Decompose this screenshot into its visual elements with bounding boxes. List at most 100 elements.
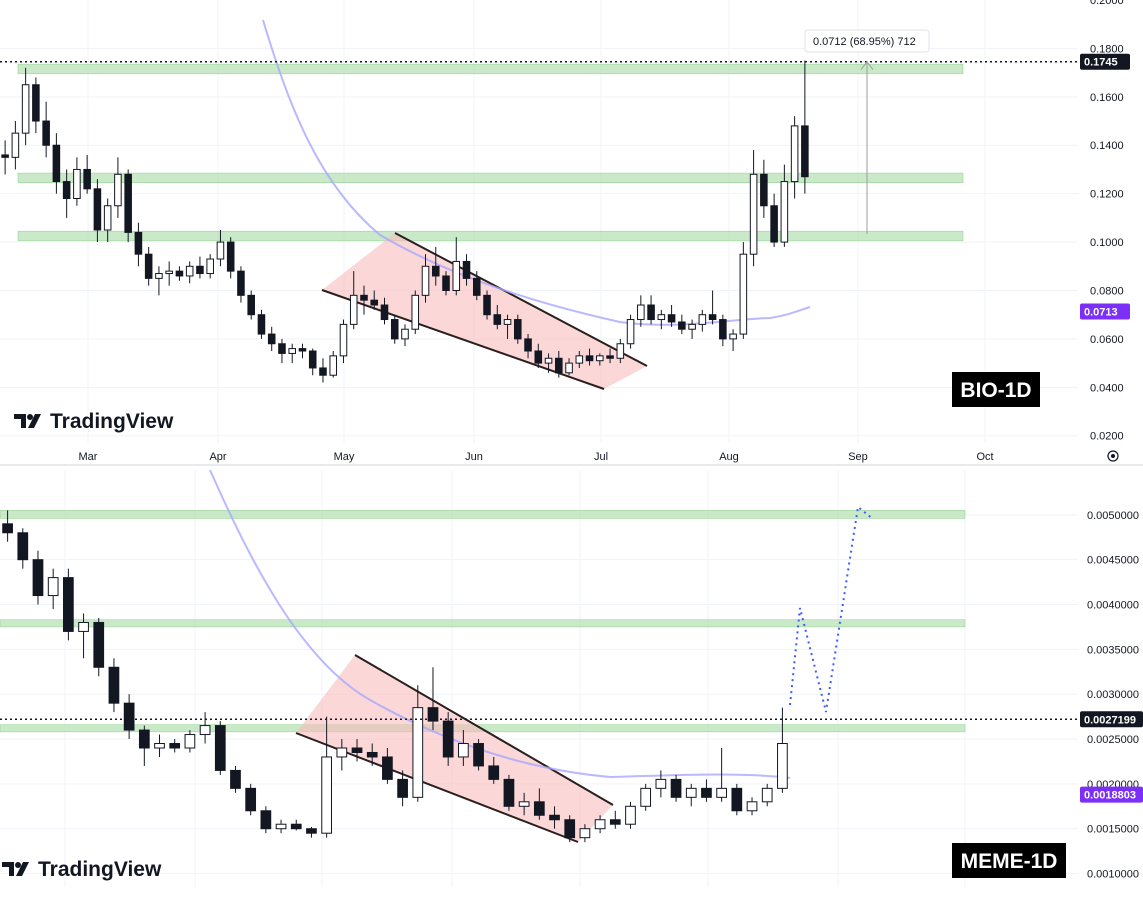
y-tick-label: 0.2000 [1090, 0, 1124, 7]
panel-meme-1d: 0.0050000 0.0045000 0.0040000 0.0035000 0.00… [0, 469, 1143, 897]
y-tick-label: 0.0045000 [1087, 555, 1139, 567]
ma-price-label: 0.0713 [1084, 307, 1118, 319]
symbol-badge [952, 843, 1066, 878]
x-tick-label: Jun [465, 451, 483, 463]
candle-body [260, 810, 272, 830]
candle-body [257, 314, 266, 335]
candle-body [52, 144, 61, 183]
last-price-label: 0.0027199 [1084, 714, 1136, 726]
candle-body [770, 205, 778, 243]
candle-body [739, 253, 748, 335]
settings-icon [1107, 450, 1119, 462]
tv-logo-dot [27, 414, 33, 420]
resistance-zone [17, 172, 964, 184]
tv-logo-dot [15, 862, 21, 868]
y-tick-label: 0.0600 [1090, 334, 1124, 346]
y-tick-label: 0.0800 [1090, 285, 1124, 297]
candle-body [278, 343, 286, 354]
candle-body [549, 814, 560, 821]
candle-body [206, 258, 214, 275]
y-tick-label: 0.0200 [1090, 431, 1124, 443]
wedge-fill [296, 655, 613, 842]
tv-logo-part [14, 414, 26, 428]
candle-body [483, 294, 491, 316]
tradingview-logo-icon [14, 414, 41, 428]
x-tick-label: Sep [848, 451, 868, 463]
candle-body [169, 743, 181, 749]
candle-body [124, 173, 132, 233]
candle-body [790, 125, 799, 183]
candle-body [596, 355, 604, 362]
candle-body [678, 321, 686, 330]
candle-body [390, 319, 399, 340]
candle-body [533, 801, 545, 816]
candle-body [701, 787, 712, 798]
candle-body [184, 734, 196, 749]
candle-body [349, 294, 358, 325]
candle-body [708, 314, 717, 321]
y-tick-label: 0.0035000 [1087, 644, 1139, 656]
symbol-label: MEME-1D [961, 850, 1058, 873]
candle-body [685, 787, 697, 798]
y-tick-label: 0.0025000 [1087, 734, 1139, 746]
candle-body [594, 819, 606, 830]
wedge-upper-line [354, 654, 614, 806]
candle-body [431, 265, 440, 277]
candle-body [226, 241, 235, 272]
y-tick-label: 0.0015000 [1087, 824, 1139, 836]
candle-body [616, 343, 625, 359]
resistance-zone [17, 63, 964, 75]
candle-body [336, 747, 348, 758]
candle-body [62, 181, 71, 200]
candle-body [524, 338, 532, 352]
candle-body [801, 125, 809, 178]
tradingview-logo-icon [2, 862, 29, 876]
candle-body [729, 333, 737, 340]
candle-body [411, 294, 420, 330]
candle-body [108, 666, 120, 704]
candle-body [329, 355, 338, 376]
last-price-label: 0.1745 [1084, 57, 1118, 69]
candle-body [760, 173, 768, 207]
last-price-tag [1080, 53, 1130, 70]
candle-body [514, 319, 522, 340]
candle-body [288, 348, 296, 354]
candle-body [564, 819, 576, 839]
candle-body [606, 355, 614, 359]
price-axis-bg [1080, 470, 1143, 897]
candle-body [382, 756, 393, 780]
candle-body [2, 523, 13, 534]
resistance-zone [17, 230, 964, 242]
candle-body [565, 362, 573, 374]
candle-body [93, 621, 105, 668]
candle-body [746, 801, 758, 812]
settings-icon-center [1111, 454, 1115, 458]
candle-body [421, 265, 430, 296]
candle-body [78, 621, 89, 632]
moving-average-line [209, 469, 791, 779]
candle-body [230, 769, 241, 789]
candle-body [360, 294, 368, 301]
candle-body [731, 787, 743, 812]
last-price-tag [1080, 711, 1143, 728]
candle-body [761, 787, 773, 803]
candle-body [777, 743, 788, 789]
candle-body [503, 319, 512, 325]
candle-body [351, 747, 363, 753]
candle-body [155, 273, 163, 279]
candle-body [196, 265, 204, 275]
panel-bio-1d: 0.0712 (68.95%) 712 0.2000 0.1800 0.1600 0.1… [0, 0, 1130, 463]
candle-body [503, 778, 515, 807]
candle-body [401, 328, 409, 340]
candle-body [397, 778, 408, 798]
measure-label-box [804, 29, 930, 53]
watermark-text: TradingView [50, 410, 174, 433]
ma-price-tag [1080, 786, 1143, 803]
candle-body [442, 720, 454, 758]
candle-body [123, 702, 135, 731]
candle-body [670, 778, 682, 798]
ma-price-tag [1080, 303, 1130, 320]
candle-body [719, 319, 727, 340]
